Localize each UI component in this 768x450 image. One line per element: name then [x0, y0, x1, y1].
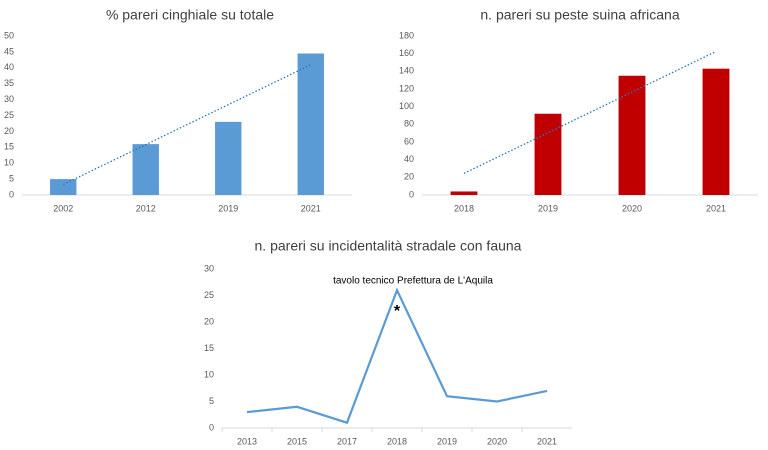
- x-tick-label: 2019: [538, 203, 558, 213]
- y-tick-label: 15: [204, 343, 214, 353]
- trendline: [463, 50, 717, 174]
- y-tick-label: 0: [409, 189, 414, 199]
- chart-title: n. pareri su incidentalità stradale con …: [255, 238, 522, 254]
- x-tick-label: 2013: [237, 436, 257, 446]
- y-tick-label: 0: [9, 189, 14, 199]
- x-tick-label: 2021: [301, 203, 321, 213]
- y-tick-label: 40: [4, 62, 14, 72]
- y-tick-label: 50: [4, 30, 14, 40]
- x-tick-label: 2021: [537, 436, 557, 446]
- line: [246, 287, 548, 425]
- y-tick-label: 0: [209, 422, 214, 432]
- y-tick-label: 25: [4, 110, 14, 120]
- y-tick-label: 35: [4, 78, 14, 88]
- y-tick-label: 40: [404, 154, 414, 164]
- annotation: tavolo tecnico Prefettura de L'Aquila: [333, 276, 493, 287]
- bar: [297, 53, 324, 195]
- y-tick-label: 20: [4, 126, 14, 136]
- y-tick-label: 120: [399, 83, 414, 93]
- x-tick-label: 2018: [454, 203, 474, 213]
- y-tick-label: 20: [204, 316, 214, 326]
- x-tick-label: 2015: [287, 436, 307, 446]
- y-tick-label: 5: [9, 173, 14, 183]
- y-tick-label: 30: [204, 263, 214, 273]
- trendline: [62, 64, 312, 186]
- bar: [132, 144, 159, 195]
- chart-title: % pareri cinghiale su totale: [106, 7, 274, 23]
- x-tick-label: 2019: [218, 203, 238, 213]
- x-tick-label: 2012: [136, 203, 156, 213]
- x-tick-label: 2019: [437, 436, 457, 446]
- annotation-marker: *: [394, 303, 401, 320]
- y-tick-label: 80: [404, 119, 414, 129]
- x-tick-label: 2017: [337, 436, 357, 446]
- bar: [534, 113, 562, 195]
- y-tick-label: 100: [399, 101, 414, 111]
- y-tick-label: 180: [399, 30, 414, 40]
- bar: [50, 179, 77, 195]
- y-tick-label: 10: [4, 158, 14, 168]
- bar: [450, 191, 478, 195]
- chart-title: n. pareri su peste suina africana: [480, 7, 679, 23]
- bar: [702, 68, 730, 195]
- y-tick-label: 45: [4, 46, 14, 56]
- bar: [618, 75, 646, 195]
- x-tick-label: 2018: [387, 436, 407, 446]
- y-tick-label: 140: [399, 66, 414, 76]
- y-tick-label: 10: [204, 369, 214, 379]
- y-tick-label: 5: [209, 396, 214, 406]
- y-tick-label: 15: [4, 142, 14, 152]
- y-tick-label: 30: [4, 94, 14, 104]
- x-tick-label: 2020: [487, 436, 507, 446]
- x-tick-label: 2021: [706, 203, 726, 213]
- x-tick-label: 2002: [53, 203, 73, 213]
- y-tick-label: 160: [399, 48, 414, 58]
- y-tick-label: 25: [204, 290, 214, 300]
- y-tick-label: 60: [404, 136, 414, 146]
- x-tick-label: 2020: [622, 203, 642, 213]
- y-tick-label: 20: [404, 172, 414, 182]
- bar: [215, 121, 242, 195]
